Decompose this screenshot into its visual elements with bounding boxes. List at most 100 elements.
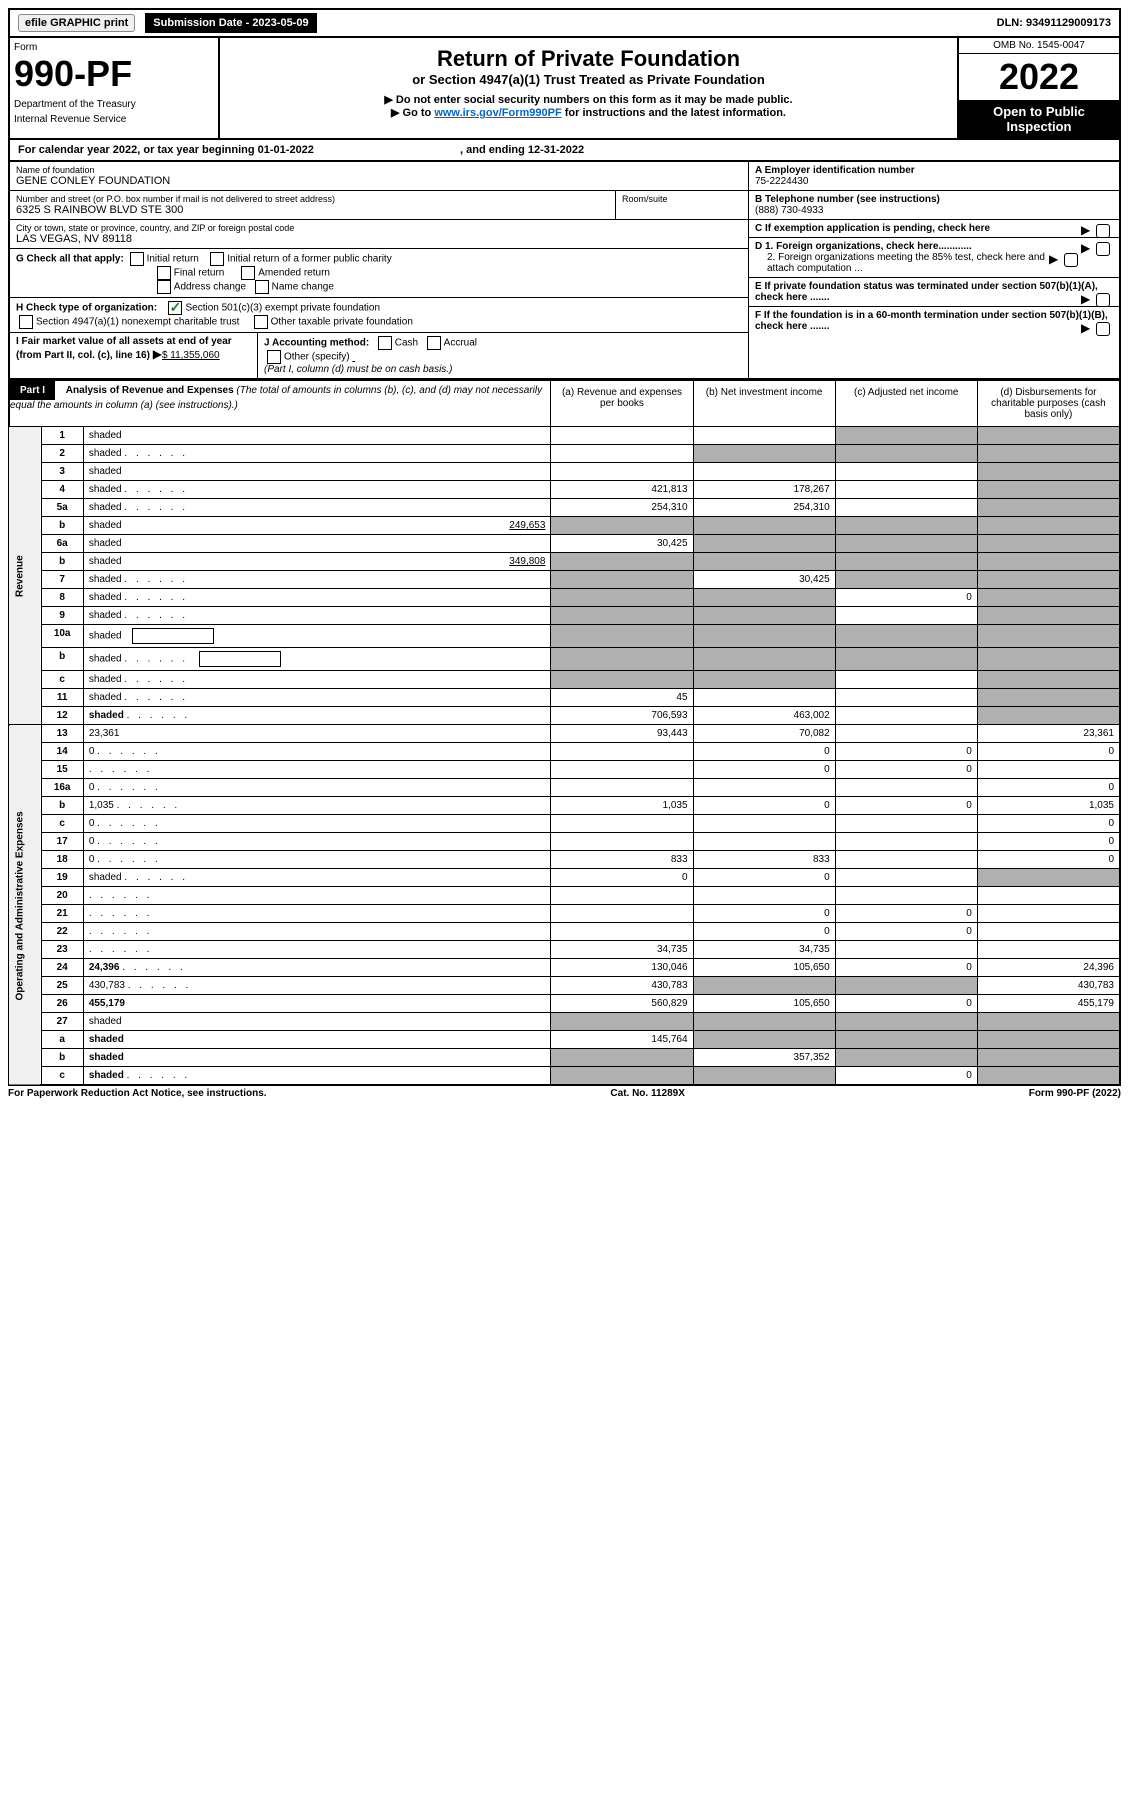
table-row: 8shaded . . . . . .0 <box>9 589 1120 607</box>
value-cell <box>551 833 693 851</box>
value-cell: 0 <box>977 851 1120 869</box>
value-cell <box>551 463 693 481</box>
value-cell: 455,179 <box>977 995 1120 1013</box>
line-number: b <box>41 648 83 671</box>
value-cell <box>835 463 977 481</box>
value-cell <box>835 481 977 499</box>
part-title: Analysis of Revenue and Expenses <box>66 385 234 396</box>
line-description: . . . . . . <box>83 941 551 959</box>
shaded-cell <box>551 625 693 648</box>
shaded-cell <box>693 535 835 553</box>
shaded-cell <box>693 589 835 607</box>
shaded-cell <box>551 648 693 671</box>
other-method-checkbox[interactable] <box>267 350 281 364</box>
shaded-cell <box>835 977 977 995</box>
line-number: 13 <box>41 725 83 743</box>
accrual-checkbox[interactable] <box>427 336 441 350</box>
shaded-cell <box>551 589 693 607</box>
info-right: A Employer identification number 75-2224… <box>748 162 1119 378</box>
table-row: 2424,396 . . . . . .130,046105,650024,39… <box>9 959 1120 977</box>
initial-former-checkbox[interactable] <box>210 252 224 266</box>
60month-checkbox[interactable] <box>1096 322 1110 336</box>
table-row: 21 . . . . . .00 <box>9 905 1120 923</box>
value-cell: 23,361 <box>977 725 1120 743</box>
line-description: shaded . . . . . . <box>83 648 551 671</box>
value-cell: 254,310 <box>551 499 693 517</box>
value-cell <box>835 707 977 725</box>
table-row: 12shaded . . . . . .706,593463,002 <box>9 707 1120 725</box>
table-row: 22 . . . . . .00 <box>9 923 1120 941</box>
initial-return-checkbox[interactable] <box>130 252 144 266</box>
terminated-checkbox[interactable] <box>1096 293 1110 307</box>
line-description: shaded <box>83 625 551 648</box>
shaded-cell <box>551 553 693 571</box>
shaded-cell <box>551 571 693 589</box>
table-row: 5ashaded . . . . . .254,310254,310 <box>9 499 1120 517</box>
85pct-checkbox[interactable] <box>1064 253 1078 267</box>
table-row: ashaded145,764 <box>9 1031 1120 1049</box>
value-cell <box>835 607 977 625</box>
value-cell: 0 <box>693 743 835 761</box>
line-description: 23,361 <box>83 725 551 743</box>
shaded-cell <box>835 1013 977 1031</box>
col-d-header: (d) Disbursements for charitable purpose… <box>977 381 1120 427</box>
address-change-checkbox[interactable] <box>157 280 171 294</box>
value-cell: 0 <box>835 589 977 607</box>
line-description: shaded . . . . . . <box>83 869 551 887</box>
table-row: Operating and Administrative Expenses132… <box>9 725 1120 743</box>
top-bar: efile GRAPHIC print Submission Date - 20… <box>8 8 1121 38</box>
line-number: 10a <box>41 625 83 648</box>
section-d: D 1. Foreign organizations, check here..… <box>749 238 1119 278</box>
table-row: 25430,783 . . . . . .430,783430,783 <box>9 977 1120 995</box>
shaded-cell <box>835 1049 977 1067</box>
goto-prefix: ▶ Go to <box>391 107 434 119</box>
line-description: 0 . . . . . . <box>83 833 551 851</box>
line-number: 18 <box>41 851 83 869</box>
shaded-cell <box>977 481 1120 499</box>
section-g: G Check all that apply: Initial return I… <box>10 249 748 298</box>
value-cell <box>551 905 693 923</box>
goto-link[interactable]: www.irs.gov/Form990PF <box>434 107 561 119</box>
entity-info: Name of foundation GENE CONLEY FOUNDATIO… <box>8 162 1121 380</box>
line-number: 20 <box>41 887 83 905</box>
name-change-checkbox[interactable] <box>255 280 269 294</box>
shaded-cell <box>835 517 977 535</box>
value-cell: 0 <box>693 905 835 923</box>
line-number: 4 <box>41 481 83 499</box>
final-return-checkbox[interactable] <box>157 266 171 280</box>
other-taxable-checkbox[interactable] <box>254 315 268 329</box>
table-row: 180 . . . . . .8338330 <box>9 851 1120 869</box>
cash-checkbox[interactable] <box>378 336 392 350</box>
exemption-pending-checkbox[interactable] <box>1096 224 1110 238</box>
value-cell: 105,650 <box>693 995 835 1013</box>
line-description: shaded . . . . . . <box>83 589 551 607</box>
line-number: 7 <box>41 571 83 589</box>
shaded-cell <box>551 1067 693 1086</box>
value-cell: 0 <box>693 869 835 887</box>
value-cell: 0 <box>835 1067 977 1086</box>
analysis-table: Part I Analysis of Revenue and Expenses … <box>8 380 1121 1086</box>
value-cell: 0 <box>835 797 977 815</box>
value-cell: 30,425 <box>551 535 693 553</box>
table-row: 27shaded <box>9 1013 1120 1031</box>
amended-return-checkbox[interactable] <box>241 266 255 280</box>
shaded-cell <box>693 977 835 995</box>
501c3-checkbox[interactable] <box>168 301 182 315</box>
4947-checkbox[interactable] <box>19 315 33 329</box>
efile-button[interactable]: efile GRAPHIC print <box>18 14 135 32</box>
phone-value: (888) 730-4933 <box>755 205 823 216</box>
shaded-cell <box>551 607 693 625</box>
footer-mid: Cat. No. 11289X <box>610 1088 684 1099</box>
shaded-cell <box>693 648 835 671</box>
part-label: Part I <box>10 381 55 400</box>
foreign-org-checkbox[interactable] <box>1096 242 1110 256</box>
shaded-cell <box>551 671 693 689</box>
value-cell <box>835 887 977 905</box>
shaded-cell <box>977 463 1120 481</box>
line-description: shaded . . . . . . <box>83 481 551 499</box>
value-cell: 145,764 <box>551 1031 693 1049</box>
shaded-cell <box>551 1013 693 1031</box>
value-cell <box>977 923 1120 941</box>
city-cell: City or town, state or province, country… <box>10 220 748 249</box>
line-number: 2 <box>41 445 83 463</box>
